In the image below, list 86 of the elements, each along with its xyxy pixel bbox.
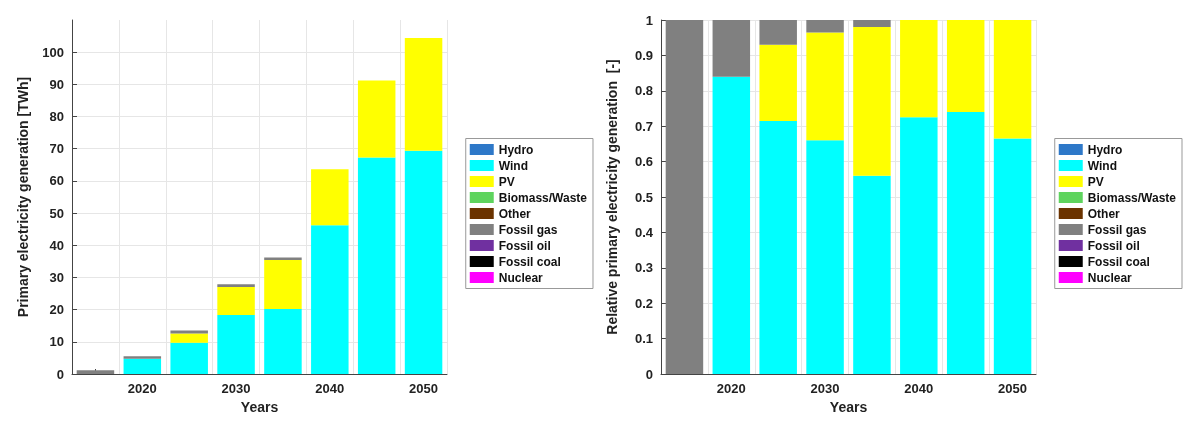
y-tick-label: 1: [645, 12, 653, 28]
y-tick-label: 0.9: [634, 47, 653, 63]
legend-label: Fossil oil: [1087, 238, 1140, 253]
y-tick-label: 100: [42, 44, 64, 60]
bar: [404, 38, 443, 151]
bar: [170, 333, 208, 343]
y-tick-label: 0.3: [634, 260, 653, 276]
legend-label: PV: [498, 174, 515, 189]
bar: [311, 169, 349, 226]
bar: [76, 370, 115, 374]
y-tick-label: 80: [49, 109, 64, 125]
bar: [900, 20, 938, 118]
x-tick-label: 2020: [716, 381, 746, 396]
legend-label: Biomass/Waste: [498, 190, 588, 205]
bar: [806, 20, 844, 33]
legend-label: Hydro: [1087, 142, 1123, 157]
bar: [217, 287, 255, 316]
legend-label: Wind: [498, 158, 528, 173]
bar: [217, 315, 255, 374]
bar: [806, 140, 844, 374]
bar: [357, 80, 396, 158]
bar: [264, 260, 302, 309]
x-axis-title: Years: [829, 399, 868, 415]
x-tick-label: 2030: [221, 381, 251, 396]
legend-label: Fossil coal: [498, 254, 561, 269]
bar: [357, 157, 396, 374]
y-tick-label: 20: [49, 302, 64, 318]
bar: [806, 32, 844, 141]
x-axis-title: Years: [240, 399, 279, 415]
legend-label: Hydro: [498, 142, 534, 157]
bar: [217, 284, 255, 288]
y-tick-label: 0.5: [634, 189, 653, 205]
legend-label: Nuclear: [1087, 270, 1133, 285]
bar: [404, 150, 443, 374]
y-tick-label: 0.1: [634, 331, 653, 347]
bar: [759, 120, 797, 374]
legend-label: PV: [1087, 174, 1104, 189]
y-tick-label: 10: [49, 334, 64, 350]
y-tick-label: 0.2: [634, 295, 653, 311]
bar: [665, 20, 704, 374]
bar: [853, 20, 891, 28]
y-tick-label: 0.8: [634, 83, 653, 99]
bar: [946, 20, 985, 113]
y-tick-label: 0.7: [634, 118, 653, 134]
bar: [900, 117, 938, 374]
legend-label: Biomass/Waste: [1087, 190, 1177, 205]
x-tick-label: 2050: [409, 381, 439, 396]
x-tick-label: 2020: [127, 381, 157, 396]
y-tick-label: 40: [49, 237, 64, 253]
y-tick-label: 50: [49, 205, 64, 221]
y-axis-title: Primary electricity generation [TWh]: [15, 76, 31, 318]
bar: [946, 112, 985, 374]
legend-label: Other: [498, 206, 532, 221]
y-tick-label: 0.6: [634, 154, 653, 170]
legend-label: Fossil coal: [1087, 254, 1150, 269]
y-tick-label: 90: [49, 76, 64, 92]
legend-label: Fossil oil: [498, 238, 551, 253]
bar: [853, 175, 891, 374]
legend-label: Wind: [1087, 158, 1117, 173]
bar: [123, 358, 162, 374]
bar: [993, 138, 1032, 374]
y-tick-label: 60: [49, 173, 64, 189]
x-tick-label: 2050: [998, 381, 1028, 396]
legend-label: Other: [1087, 206, 1121, 221]
bar: [123, 356, 162, 359]
bar: [759, 20, 797, 45]
bar: [712, 76, 751, 374]
legend-label: Nuclear: [498, 270, 544, 285]
y-tick-label: 0.4: [634, 224, 654, 240]
bar: [759, 44, 797, 121]
bar: [264, 308, 302, 374]
y-tick-label: 30: [49, 269, 64, 285]
bar: [311, 225, 349, 374]
x-tick-label: 2040: [315, 381, 345, 396]
y-tick-label: 70: [49, 141, 64, 157]
x-tick-label: 2030: [810, 381, 840, 396]
y-axis-title: Relative primary electricity generation [-]: [604, 59, 620, 335]
y-tick-label: 0: [56, 366, 64, 382]
legend-label: Fossil gas: [1087, 222, 1147, 237]
legend-label: Fossil gas: [498, 222, 558, 237]
bar: [170, 342, 208, 374]
bar: [712, 20, 751, 77]
bar: [853, 27, 891, 176]
bar: [993, 20, 1032, 139]
x-tick-label: 2040: [904, 381, 934, 396]
y-tick-label: 0: [645, 366, 653, 382]
